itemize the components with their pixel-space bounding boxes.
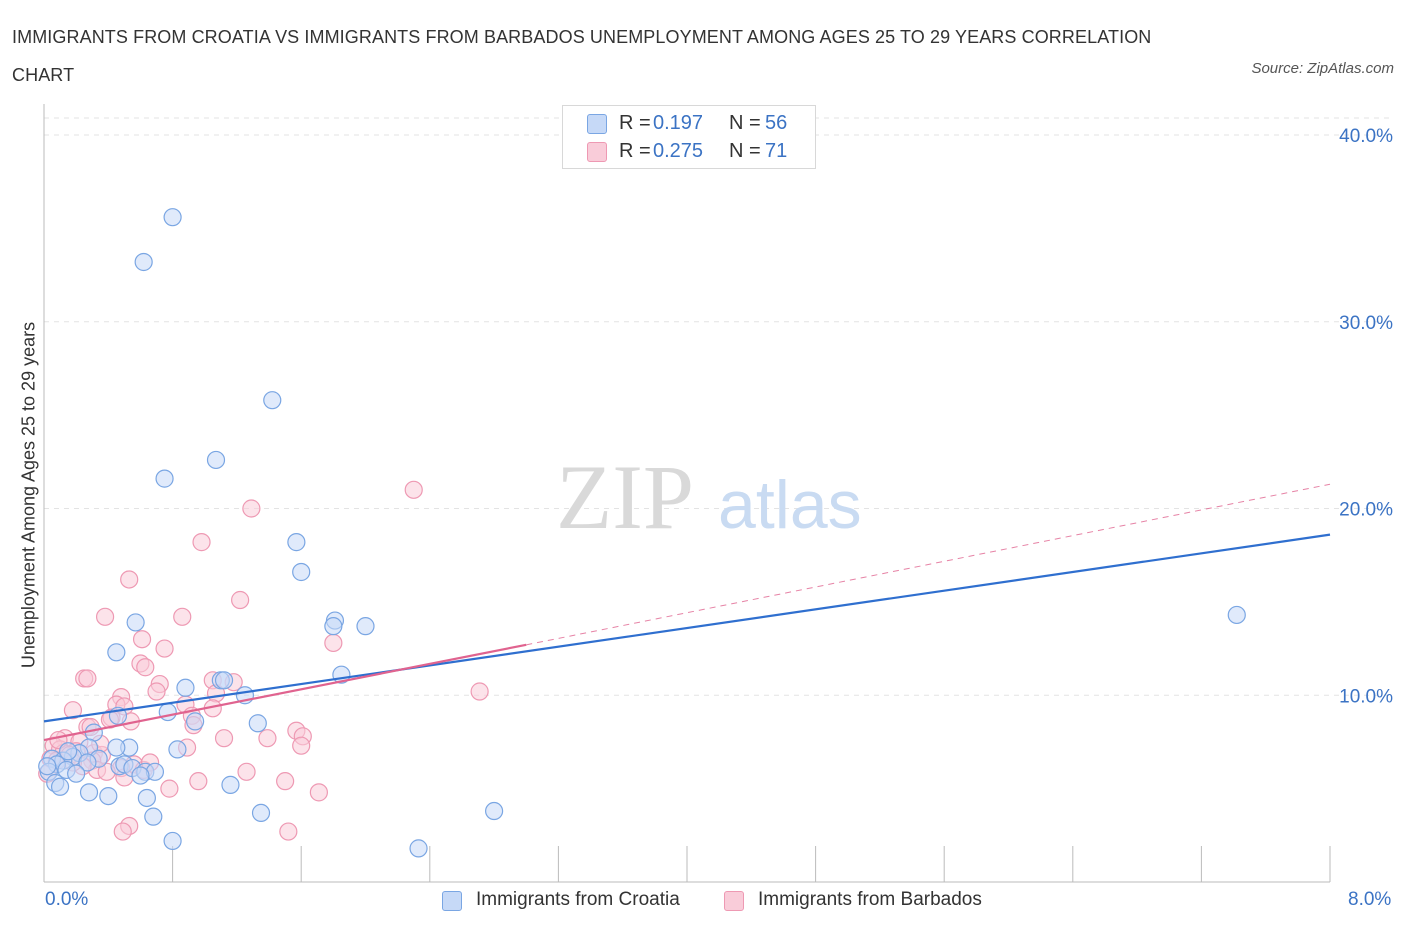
barbados-swatch — [587, 142, 607, 162]
croatia-point — [214, 671, 234, 690]
barbados-point — [136, 658, 155, 677]
barbados-point — [63, 701, 83, 720]
barbados-point — [78, 669, 97, 688]
croatia-point — [1227, 605, 1246, 625]
chart-title: IMMIGRANTS FROM CROATIA VS IMMIGRANTS FR… — [12, 27, 1152, 85]
y-axis-label: Unemployment Among Ages 25 to 29 years — [18, 321, 39, 669]
croatia-legend-swatch — [442, 891, 462, 911]
croatia-n-value: 56 — [765, 112, 788, 134]
barbados-point — [173, 607, 192, 626]
croatia-swatch — [587, 114, 607, 134]
barbados-point — [231, 590, 250, 610]
croatia-point — [79, 783, 99, 802]
n-label: N = — [729, 140, 761, 162]
trend-lines — [43, 483, 1331, 742]
y-tick-label: 10.0% — [1339, 686, 1393, 707]
croatia-point — [126, 613, 145, 632]
croatia-point — [287, 533, 306, 552]
croatia-point — [78, 753, 97, 772]
croatia-point — [155, 469, 174, 488]
barbados-point — [192, 533, 211, 552]
grid-lines — [44, 117, 1392, 696]
x-tick-max: 8.0% — [1348, 889, 1392, 910]
barbados-point — [120, 570, 139, 589]
barbados-point — [155, 639, 174, 658]
barbados-legend-swatch — [724, 891, 744, 911]
croatia-point — [409, 839, 428, 858]
barbados-point — [324, 633, 343, 653]
croatia-point — [163, 831, 182, 851]
croatia-point — [163, 208, 182, 227]
croatia-point — [134, 252, 153, 272]
croatia-point — [168, 740, 187, 759]
barbados-point — [279, 822, 298, 841]
y-tick-label: 40.0% — [1339, 126, 1393, 147]
source-label: Source: ZipAtlas.com — [1251, 60, 1394, 77]
croatia-point — [137, 788, 156, 808]
croatia-point — [131, 766, 150, 785]
y-tick-label: 20.0% — [1339, 500, 1393, 521]
croatia-point — [50, 777, 70, 796]
croatia-point — [324, 617, 343, 636]
barbados-point — [160, 779, 179, 798]
croatia-point — [251, 803, 271, 823]
y-tick-labels: 10.0% 20.0% 30.0% 40.0% — [1339, 126, 1393, 707]
barbados-point — [214, 729, 234, 748]
barbados-trend-extension — [526, 483, 1331, 646]
barbados-point — [189, 772, 208, 791]
barbados-point — [470, 682, 489, 701]
barbados-n-value: 71 — [765, 140, 788, 162]
barbados-point — [113, 822, 132, 841]
barbados-point — [147, 682, 166, 701]
barbados-legend-label: Immigrants from Barbados — [758, 889, 982, 910]
croatia-point — [176, 678, 195, 697]
correlation-legend: R = 0.197 N = 56 R = 0.275 N = 71 — [562, 105, 816, 169]
barbados-point — [237, 762, 256, 781]
croatia-points — [38, 208, 1246, 858]
croatia-point — [292, 562, 311, 582]
watermark-atlas: atlas — [718, 467, 862, 543]
croatia-point — [206, 450, 226, 470]
r-label: R = — [619, 112, 651, 134]
croatia-point — [99, 786, 118, 806]
croatia-point — [144, 807, 163, 826]
croatia-point — [107, 738, 126, 757]
croatia-point — [158, 702, 177, 722]
barbados-r-value: 0.275 — [653, 140, 704, 162]
barbados-point — [404, 480, 423, 499]
n-label: N = — [729, 112, 761, 134]
croatia-point — [59, 742, 78, 761]
croatia-point — [485, 801, 504, 821]
y-tick-label: 30.0% — [1339, 313, 1393, 334]
croatia-trend-line — [43, 533, 1331, 723]
barbados-point — [242, 499, 261, 518]
barbados-point — [258, 729, 277, 748]
croatia-point — [356, 617, 375, 636]
croatia-legend-label: Immigrants from Croatia — [476, 889, 680, 910]
croatia-point — [67, 764, 86, 783]
barbados-point — [95, 607, 115, 626]
croatia-point — [248, 714, 267, 733]
croatia-point — [263, 391, 282, 410]
barbados-point — [132, 630, 152, 649]
croatia-point — [38, 757, 57, 776]
barbados-trend-line — [43, 643, 527, 742]
barbados-point — [309, 783, 328, 802]
barbados-points — [38, 480, 489, 841]
r-label: R = — [619, 140, 651, 162]
croatia-point — [186, 712, 205, 731]
croatia-point — [107, 643, 126, 662]
watermark-zip: ZIP — [556, 446, 694, 548]
x-tick-min: 0.0% — [45, 889, 89, 910]
croatia-point — [221, 775, 240, 794]
barbados-point — [292, 736, 311, 755]
croatia-r-value: 0.197 — [653, 112, 704, 134]
barbados-point — [276, 772, 295, 791]
